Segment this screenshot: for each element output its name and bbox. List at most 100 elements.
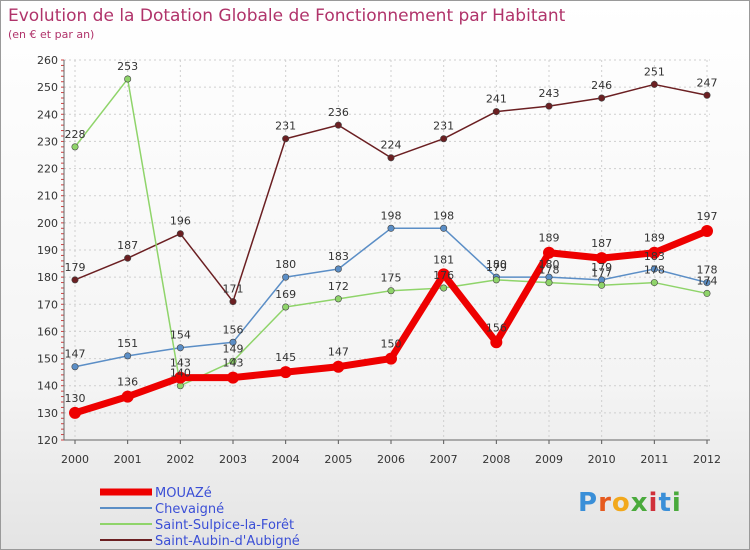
data-label: 180 xyxy=(275,258,296,271)
data-point xyxy=(71,143,79,151)
data-label: 179 xyxy=(591,261,612,274)
data-point xyxy=(282,273,290,281)
data-label: 175 xyxy=(381,272,402,285)
data-label: 180 xyxy=(539,258,560,271)
data-point xyxy=(334,295,342,303)
x-tick-label: 2004 xyxy=(272,453,300,466)
y-tick-label: 250 xyxy=(37,81,58,94)
x-tick-label: 2012 xyxy=(693,453,721,466)
data-point xyxy=(176,230,184,238)
data-label: 174 xyxy=(697,274,718,287)
logo-letter: i xyxy=(671,488,682,518)
logo-text: Proxiti xyxy=(578,488,682,518)
data-label: 228 xyxy=(65,128,86,141)
data-point xyxy=(71,363,79,371)
y-tick-label: 190 xyxy=(37,244,58,257)
data-point xyxy=(279,366,292,379)
data-label: 198 xyxy=(381,209,402,222)
data-label: 189 xyxy=(644,232,665,245)
data-point xyxy=(227,371,239,384)
data-point xyxy=(545,102,553,110)
data-label: 179 xyxy=(486,261,507,274)
data-label: 156 xyxy=(223,323,244,336)
data-point xyxy=(229,338,237,346)
x-tick-label: 2001 xyxy=(114,453,142,466)
data-point xyxy=(703,279,711,287)
data-label: 130 xyxy=(65,392,86,405)
data-point xyxy=(387,287,395,295)
y-tick-label: 130 xyxy=(37,407,58,420)
data-point xyxy=(385,352,397,365)
data-point xyxy=(334,121,342,129)
data-point xyxy=(174,371,187,384)
data-label: 198 xyxy=(433,209,454,222)
data-label: 143 xyxy=(223,357,244,370)
data-labels: 179 187 196 171 231 236 224 231 241 243 246 251 247 1… xyxy=(65,60,718,405)
data-label: 231 xyxy=(433,120,454,133)
data-label: 176 xyxy=(433,269,454,282)
x-tick-label: 2011 xyxy=(640,453,668,466)
data-point xyxy=(282,135,290,143)
x-tick-label: 2008 xyxy=(482,453,510,466)
data-point xyxy=(124,352,132,360)
logo-letter: x xyxy=(630,488,649,518)
data-label: 156 xyxy=(486,321,507,334)
x-tick-label: 2002 xyxy=(166,453,194,466)
logo-letter: P xyxy=(578,488,599,518)
data-point xyxy=(71,276,79,284)
data-label: 154 xyxy=(170,329,191,342)
data-point xyxy=(490,336,503,349)
y-tick-label: 170 xyxy=(37,298,58,311)
data-point xyxy=(437,268,450,281)
data-label: 253 xyxy=(117,60,138,73)
data-point xyxy=(387,224,395,232)
data-point xyxy=(598,94,606,102)
data-point xyxy=(701,225,713,237)
data-point xyxy=(334,265,342,273)
x-tick-label: 2005 xyxy=(324,453,352,466)
data-label: 189 xyxy=(539,232,560,245)
data-label: 140 xyxy=(170,367,191,380)
data-label: 187 xyxy=(117,239,138,252)
data-point xyxy=(545,279,553,287)
x-tick-label: 2000 xyxy=(61,453,89,466)
data-point xyxy=(332,360,345,373)
data-point xyxy=(648,246,661,259)
legend-label: Saint-Sulpice-la-Forêt xyxy=(155,518,294,533)
data-label: 251 xyxy=(644,65,665,78)
data-point xyxy=(121,390,134,403)
data-label: 183 xyxy=(328,250,349,263)
data-point xyxy=(595,252,608,265)
data-point xyxy=(176,344,184,352)
data-label: 171 xyxy=(223,283,244,296)
data-point xyxy=(703,91,711,99)
logo-letter: r xyxy=(598,488,612,518)
data-point xyxy=(440,284,448,292)
axes: 120 130 140 150 160 170 180 190 200 210 220 230 240 2… xyxy=(37,54,721,466)
x-tick-label: 2006 xyxy=(377,453,405,466)
data-label: 169 xyxy=(275,288,296,301)
data-label: 145 xyxy=(275,351,296,364)
y-tick-label: 120 xyxy=(37,434,58,447)
series-group xyxy=(69,75,713,419)
data-label: 197 xyxy=(697,210,718,223)
data-point xyxy=(440,224,448,232)
logo-letter: o xyxy=(611,488,631,518)
data-label: 179 xyxy=(65,261,86,274)
y-tick-label: 230 xyxy=(37,135,58,148)
data-label: 178 xyxy=(539,264,560,277)
data-label: 246 xyxy=(591,79,612,92)
y-tick-label: 240 xyxy=(37,108,58,121)
data-label: 247 xyxy=(697,76,718,89)
y-tick-label: 180 xyxy=(37,271,58,284)
data-point xyxy=(543,246,555,259)
y-tick-label: 220 xyxy=(37,163,58,176)
legend: MOUAZéChevaignéSaint-Sulpice-la-ForêtSai… xyxy=(100,486,300,549)
y-tick-label: 210 xyxy=(37,190,58,203)
x-tick-label: 2009 xyxy=(535,453,563,466)
data-label: 147 xyxy=(328,346,349,359)
logo-letter: t xyxy=(658,488,672,518)
data-label: 236 xyxy=(328,106,349,119)
data-label: 143 xyxy=(170,357,191,370)
data-label: 150 xyxy=(381,338,402,351)
